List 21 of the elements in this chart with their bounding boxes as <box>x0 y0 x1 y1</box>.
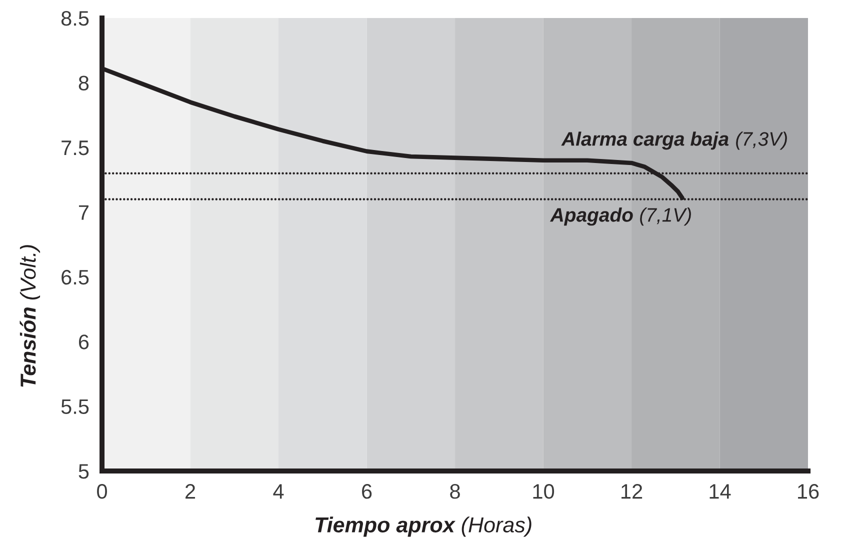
ref-line-label: Apagado (7,1V) <box>550 208 691 226</box>
y-tick-label: 6.5 <box>62 270 89 285</box>
x-tick-label: 2 <box>186 484 196 499</box>
y-tick-label: 6 <box>78 334 89 350</box>
y-tick-label: 7 <box>78 205 88 220</box>
y-tick-label: 7.5 <box>62 140 89 156</box>
x-tick-label: 16 <box>798 484 819 499</box>
y-tick-label: 8.5 <box>61 11 89 26</box>
x-tick-label: 4 <box>273 484 284 499</box>
x-tick-label: 10 <box>533 484 554 499</box>
ref-line-label: Alarma carga baja (7,3V) <box>561 132 787 150</box>
x-tick-label: 0 <box>97 484 107 499</box>
y-tick-label: 5.5 <box>61 400 89 414</box>
y-tick-label: 5 <box>78 464 89 479</box>
x-tick-label: 6 <box>362 484 372 499</box>
x-axis-title: Tiempo aprox (Horas) <box>316 516 532 537</box>
x-tick-label: 14 <box>710 484 731 499</box>
x-tick-label: 8 <box>450 484 460 499</box>
y-tick-label: 8 <box>78 76 89 90</box>
y-axis-title: Tensión (Volt.) <box>20 245 40 387</box>
x-tick-label: 12 <box>622 484 642 499</box>
